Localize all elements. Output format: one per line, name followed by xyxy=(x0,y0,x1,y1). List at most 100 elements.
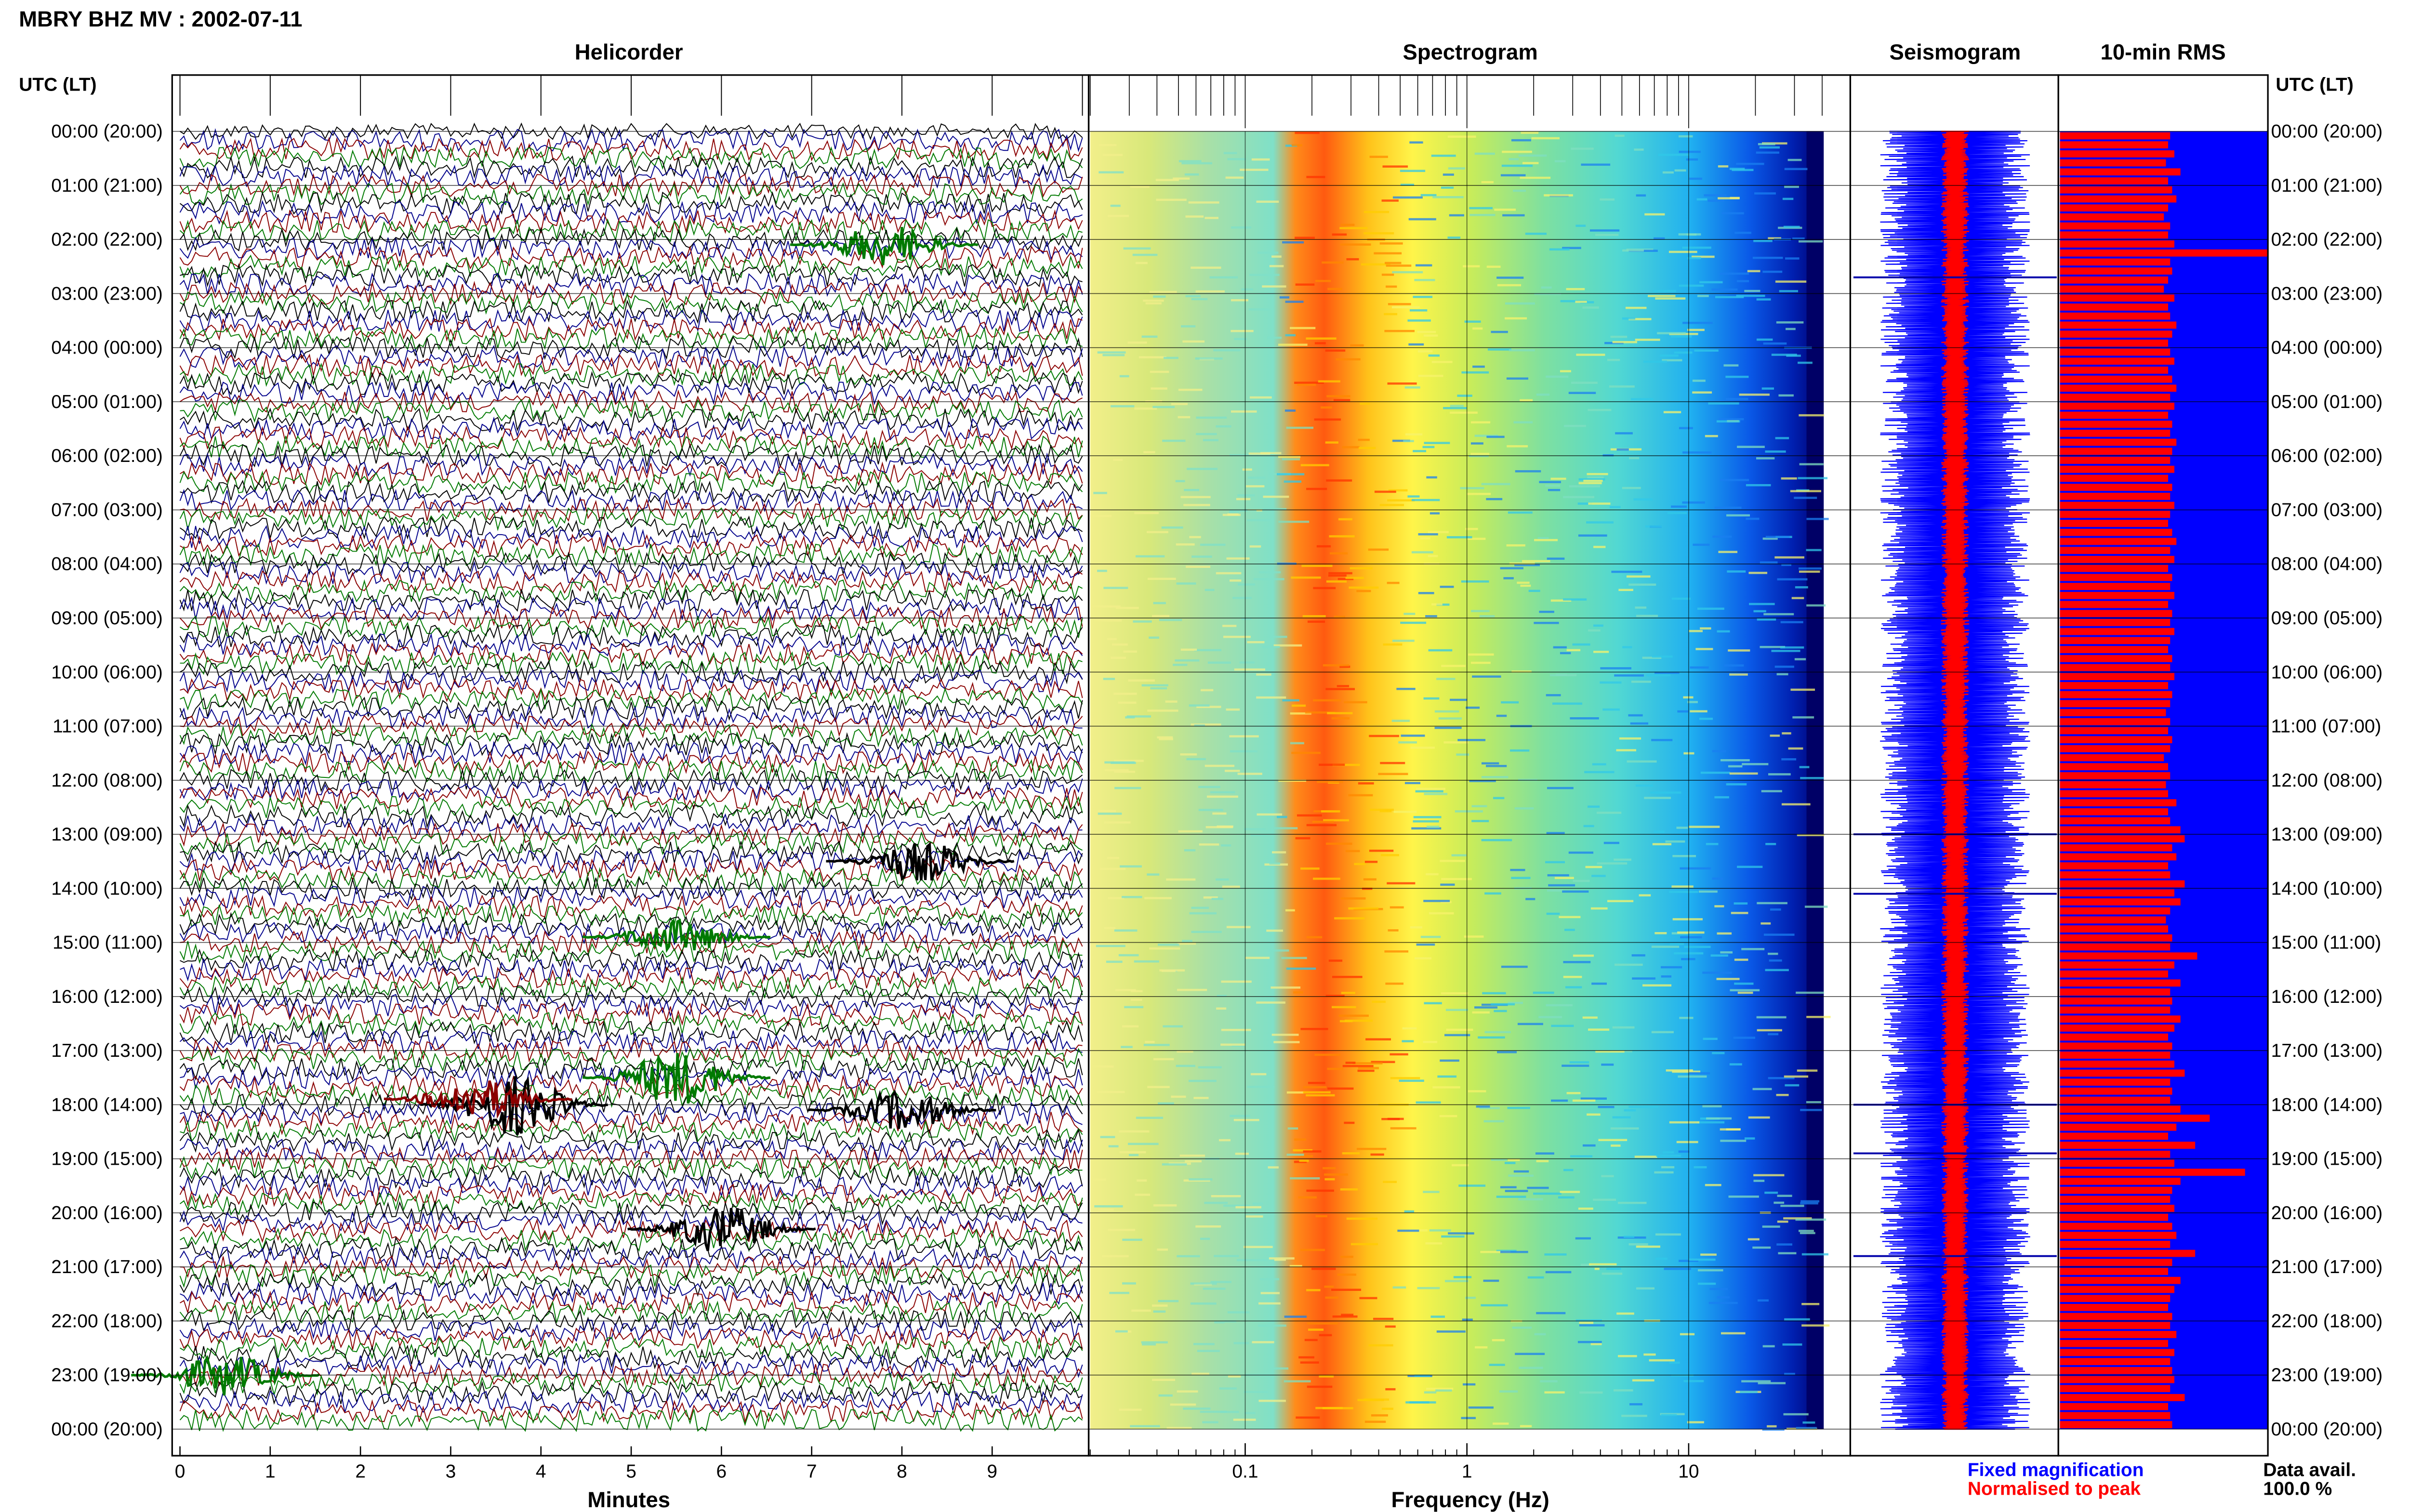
spectrogram-speckle xyxy=(1515,470,1541,473)
spectrogram-speckle xyxy=(1775,280,1807,283)
spectrogram-speckle xyxy=(1112,643,1128,646)
spectrogram-speckle xyxy=(1094,619,1122,622)
spectrogram-speckle xyxy=(1111,657,1126,659)
spectrogram-speckle xyxy=(1348,794,1373,797)
spectrogram-speckle xyxy=(1471,610,1490,612)
spectrogram-speckle xyxy=(1180,753,1197,756)
spectrogram-speckle xyxy=(1194,724,1205,727)
spectrogram-speckle xyxy=(1712,535,1732,538)
spectrogram-speckle xyxy=(1610,335,1628,338)
spectrogram-speckle xyxy=(1256,673,1271,676)
spectrogram-speckle xyxy=(1633,498,1653,501)
rms-bar xyxy=(2060,447,2172,455)
rms-bar xyxy=(2060,267,2172,275)
spectrogram-speckle xyxy=(1792,237,1805,240)
spectrogram-speckle xyxy=(1306,176,1325,178)
helicorder-trace xyxy=(179,182,1083,206)
spectrogram-speckle xyxy=(1233,1118,1259,1121)
rms-bar xyxy=(2060,348,2171,356)
spectrogram-speckle xyxy=(1440,1059,1459,1062)
rms-bar xyxy=(2060,285,2164,293)
spectrogram-speckle xyxy=(1575,1237,1591,1240)
spectrogram-speckle xyxy=(1715,296,1744,299)
spectrogram-speckle xyxy=(1587,476,1604,479)
left-hour-label: 06:00 (02:00) xyxy=(51,446,163,466)
spectrogram-speckle xyxy=(1514,807,1534,810)
spectrogram-speckle xyxy=(1113,760,1144,762)
spectrogram-speckle xyxy=(1479,615,1495,618)
spectrogram-speckle xyxy=(1660,966,1682,969)
helicorder-trace xyxy=(179,380,1083,406)
spectrogram-speckle xyxy=(1545,861,1565,864)
spectrogram-speckle xyxy=(1114,929,1138,932)
spectrogram-speckle xyxy=(1314,418,1341,421)
spectrogram-speckle xyxy=(1191,555,1212,558)
right-hour-label: 17:00 (13:00) xyxy=(2271,1040,2383,1061)
rms-bar xyxy=(2060,1123,2177,1131)
spectrogram-speckle xyxy=(1784,1318,1810,1321)
spectrogram-speckle xyxy=(1258,1302,1281,1305)
spectrogram-speckle xyxy=(1179,1154,1205,1157)
spectrogram-speckle xyxy=(1588,1263,1617,1266)
spectrogram-speckle xyxy=(1437,1075,1457,1078)
spectrogram-speckle xyxy=(1185,1160,1202,1163)
spectrogram-speckle xyxy=(1200,1237,1210,1240)
rms-bar xyxy=(2060,880,2185,888)
spectrogram-speckle xyxy=(1723,364,1739,367)
spectrogram-speckle xyxy=(1761,387,1774,390)
right-hour-label: 12:00 (08:00) xyxy=(2271,770,2383,791)
spectrogram-speckle xyxy=(1519,1367,1543,1369)
spectrogram-speckle xyxy=(1158,1394,1173,1397)
spectrogram-speckle xyxy=(1407,319,1431,322)
spectrogram-speckle xyxy=(1776,1243,1792,1246)
spectrogram-speckle xyxy=(1441,186,1454,189)
spectrogram-speckle xyxy=(1622,486,1641,489)
spectrogram-speckle xyxy=(1444,1034,1470,1037)
spectrogram-speckle xyxy=(1730,989,1760,992)
spectrogram-speckle xyxy=(1554,160,1566,162)
spectrogram-x-label: Frequency (Hz) xyxy=(1391,1487,1549,1512)
spectrogram-speckle xyxy=(1481,483,1510,486)
spectrogram-speckle xyxy=(1267,336,1282,339)
spectrogram-speckle xyxy=(1387,581,1400,584)
spectrogram-speckle xyxy=(1683,696,1694,699)
rms-bar xyxy=(2060,1015,2181,1023)
right-hour-label: 10:00 (06:00) xyxy=(2271,662,2383,683)
spectrogram-speckle xyxy=(1327,288,1342,290)
spectrogram-speckle xyxy=(1138,356,1166,359)
spectrogram-speckle xyxy=(1214,1321,1225,1324)
spectrogram-speckle xyxy=(1590,1343,1602,1345)
spectrogram-speckle xyxy=(1534,1333,1546,1336)
spectrogram-speckle xyxy=(1241,618,1252,620)
spectrogram-speckle xyxy=(1511,670,1532,673)
spectrogram-speckle xyxy=(1390,1127,1416,1130)
spectrogram-speckle xyxy=(1302,615,1326,618)
helicorder-trace xyxy=(179,435,1083,460)
rms-bar xyxy=(2060,1042,2172,1050)
rms-bar xyxy=(2060,790,2169,798)
spectrogram-speckle xyxy=(1423,697,1440,700)
helicorder-trace xyxy=(179,1317,1083,1343)
spectrogram-speckle xyxy=(1636,1245,1661,1248)
spectrogram-speckle xyxy=(1152,406,1175,408)
spectrogram-speckle xyxy=(1227,158,1246,160)
data-availability-label: Data avail. xyxy=(2263,1459,2356,1480)
spectrogram-speckle xyxy=(1236,1259,1268,1262)
spectrogram-speckle xyxy=(1176,543,1195,546)
right-hour-label: 22:00 (18:00) xyxy=(2271,1311,2383,1331)
right-hour-label: 14:00 (10:00) xyxy=(2271,878,2383,899)
spectrogram-speckle xyxy=(1643,1353,1656,1356)
spectrogram-speckle xyxy=(1246,485,1265,487)
spectrogram-speckle xyxy=(1470,661,1491,664)
spectrogram-speckle xyxy=(1636,194,1646,197)
spectrogram-speckle xyxy=(1696,198,1707,201)
spectrogram-speckle xyxy=(1219,1387,1237,1390)
spectrogram-speckle xyxy=(1674,169,1686,172)
spectrogram-speckle xyxy=(1580,1263,1592,1266)
spectrogram-speckle xyxy=(1244,1412,1256,1414)
spectrogram-speckle xyxy=(1469,207,1493,210)
spectrogram-speckle xyxy=(1210,1281,1231,1283)
spectrogram-speckle xyxy=(1447,237,1461,239)
spectrogram-speckle xyxy=(1091,605,1121,608)
spectrogram-speckle xyxy=(1211,1195,1241,1197)
